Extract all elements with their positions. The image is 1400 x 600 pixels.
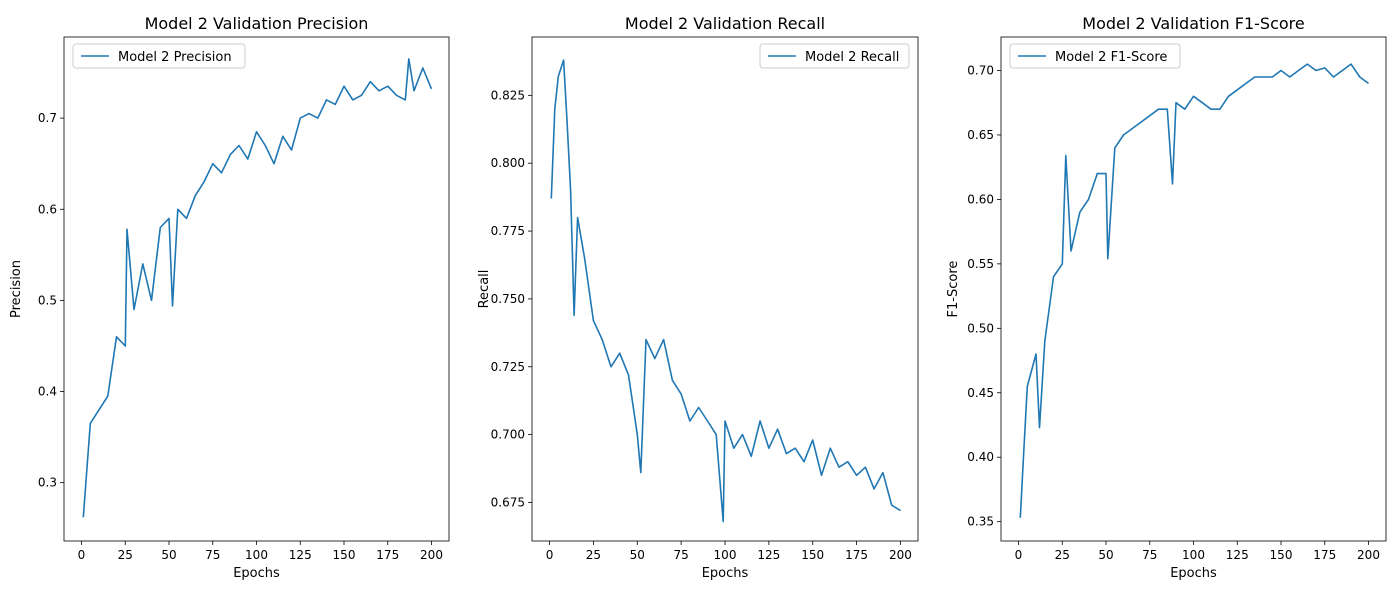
x-tick-label: 50: [1098, 548, 1113, 562]
legend-box: [759, 43, 910, 69]
x-tick-label: 175: [845, 548, 868, 562]
y-tick-label: 0.50: [967, 321, 994, 335]
x-tick-label: 0: [1015, 548, 1023, 562]
x-tick-label: 0: [546, 548, 554, 562]
x-tick-label: 200: [889, 548, 912, 562]
chart-panel-1: Model 2 Validation Recall 0 25 50 75 100 125 15…: [477, 14, 919, 581]
legend-label: Model 2 Recall: [805, 50, 899, 65]
y-axis-label: F1-Score: [946, 261, 961, 318]
x-axis-label: Epochs: [1170, 566, 1217, 581]
y-axis-label: Precision: [9, 260, 24, 318]
chart-title: Model 2 Validation Precision: [145, 14, 369, 33]
legend: Model 2 Recall: [759, 43, 910, 69]
axes-frame: [1000, 36, 1387, 542]
x-tick-label: 200: [420, 548, 443, 562]
chart-panels: Model 2 Validation Precision 0 25 50 75 100 12…: [9, 14, 1387, 581]
y-tick-label: 0.35: [967, 515, 994, 529]
x-tick-label: 200: [1357, 548, 1380, 562]
chart-title: Model 2 Validation Recall: [625, 14, 825, 33]
series-line-0: [1019, 63, 1369, 518]
y-tick-label: 0.825: [491, 88, 525, 102]
chart-panel-2: Model 2 Validation F1-Score 0 25 50 75 100 125…: [946, 14, 1387, 581]
x-tick-label: 125: [757, 548, 780, 562]
x-tick-label: 25: [1055, 548, 1070, 562]
x-tick-label: 0: [78, 548, 86, 562]
legend-box: [72, 43, 246, 69]
legend: Model 2 F1-Score: [1009, 43, 1181, 69]
y-tick-label: 0.55: [967, 257, 994, 271]
series-line-0: [550, 59, 901, 523]
x-tick-label: 150: [801, 548, 824, 562]
y-tick-label: 0.675: [491, 495, 525, 509]
y-tick-label: 0.65: [967, 128, 994, 142]
y-tick-label: 0.3: [38, 476, 57, 490]
axes-frame: [63, 36, 450, 542]
y-tick-label: 0.725: [491, 360, 525, 374]
x-tick-label: 150: [333, 548, 356, 562]
y-tick-label: 0.70: [967, 64, 994, 78]
x-tick-label: 125: [1226, 548, 1249, 562]
x-tick-label: 100: [1182, 548, 1205, 562]
y-tick-label: 0.7: [38, 111, 57, 125]
series-line-0: [82, 58, 433, 518]
x-tick-label: 150: [1270, 548, 1293, 562]
y-tick-label: 0.775: [491, 224, 525, 238]
x-tick-label: 75: [1142, 548, 1157, 562]
x-axis-label: Epochs: [233, 566, 280, 581]
legend: Model 2 Precision: [72, 43, 246, 69]
x-tick-label: 175: [1313, 548, 1336, 562]
x-tick-label: 50: [630, 548, 645, 562]
legend-label: Model 2 Precision: [118, 50, 232, 65]
chart-panel-0: Model 2 Validation Precision 0 25 50 75 100 12…: [9, 14, 450, 581]
y-tick-label: 0.60: [967, 192, 994, 206]
y-tick-label: 0.700: [491, 428, 525, 442]
y-tick-label: 0.800: [491, 156, 525, 170]
y-tick-label: 0.40: [967, 450, 994, 464]
x-tick-label: 25: [586, 548, 601, 562]
x-tick-label: 50: [161, 548, 176, 562]
x-axis-label: Epochs: [702, 566, 749, 581]
y-axis-label: Recall: [477, 270, 492, 309]
y-tick-label: 0.6: [38, 202, 57, 216]
legend-box: [1009, 43, 1181, 69]
y-tick-label: 0.750: [491, 292, 525, 306]
x-tick-label: 25: [118, 548, 133, 562]
y-tick-label: 0.4: [38, 385, 57, 399]
axes-frame: [531, 36, 919, 542]
x-tick-label: 100: [245, 548, 268, 562]
y-tick-label: 0.45: [967, 386, 994, 400]
x-tick-label: 100: [714, 548, 737, 562]
y-tick-label: 0.5: [38, 293, 57, 307]
x-tick-label: 75: [205, 548, 220, 562]
x-tick-label: 175: [376, 548, 399, 562]
x-tick-label: 125: [289, 548, 312, 562]
x-tick-label: 75: [673, 548, 688, 562]
legend-label: Model 2 F1-Score: [1055, 50, 1167, 65]
chart-title: Model 2 Validation F1-Score: [1082, 14, 1304, 33]
